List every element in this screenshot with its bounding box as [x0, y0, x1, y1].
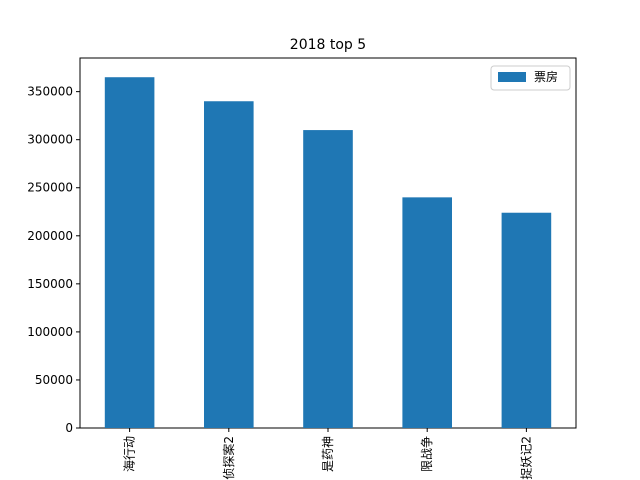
x-tick-label: 侦探案2 [221, 436, 236, 480]
x-tick-label: 海行动 [122, 436, 137, 472]
x-axis: 海行动 侦探案2 是药神 限战争 捉妖记2 [122, 428, 533, 480]
bar-1 [104, 77, 155, 429]
x-tick-label: 捉妖记2 [518, 436, 533, 480]
y-tick-label: 350000 [27, 85, 73, 99]
legend-label: 票房 [534, 69, 558, 84]
legend-swatch [498, 72, 526, 82]
bar-4 [402, 197, 452, 428]
y-tick-label: 50000 [35, 373, 73, 387]
x-tick-label: 是药神 [321, 436, 335, 472]
y-tick-label: 250000 [27, 181, 73, 195]
bar-5 [501, 212, 552, 428]
y-tick-label: 200000 [27, 229, 73, 243]
chart-title: 2018 top 5 [290, 37, 366, 53]
legend: 票房 [490, 65, 571, 91]
y-tick-label: 0 [65, 421, 73, 435]
y-tick-label: 100000 [27, 325, 73, 339]
bar-3 [303, 130, 353, 428]
bars [104, 77, 552, 429]
x-tick-label: 限战争 [420, 436, 434, 472]
y-tick-label: 300000 [27, 133, 73, 147]
bar-2 [204, 101, 254, 428]
y-axis: 0 50000 100000 150000 200000 250000 300000 3500… [27, 85, 80, 435]
y-tick-label: 150000 [27, 277, 73, 291]
